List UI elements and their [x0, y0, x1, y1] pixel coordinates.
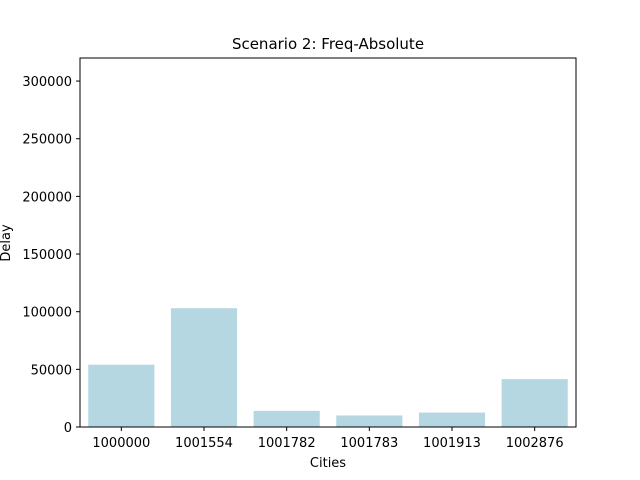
y-tick-label: 300000 [22, 75, 72, 90]
plot-frame [79, 57, 577, 428]
chart-title: Scenario 2: Freq-Absolute [232, 35, 424, 53]
x-tick-label: 1001783 [340, 436, 398, 451]
y-axis-ticks: 0 50000 100000 150000 200000 250000 300000 [22, 75, 80, 436]
x-tick-label: 1001782 [258, 436, 316, 451]
y-tick-label: 100000 [22, 306, 72, 321]
y-axis-label: Delay [0, 224, 14, 262]
bars-group [88, 308, 568, 427]
x-tick-label: 1002876 [506, 436, 564, 451]
y-tick-label: 250000 [22, 133, 72, 148]
y-tick-label: 200000 [22, 190, 72, 205]
bar-1001782 [253, 410, 320, 427]
x-tick-label: 1000000 [92, 436, 150, 451]
x-tick-label: 1001913 [423, 436, 481, 451]
bar-1001913 [418, 412, 486, 427]
x-tick-label: 1001554 [175, 436, 233, 451]
y-tick-label: 150000 [22, 248, 72, 263]
x-axis-label: Cities [310, 456, 346, 471]
bar-1001783 [336, 415, 403, 427]
bar-1000000 [88, 364, 155, 427]
y-tick-label: 0 [64, 421, 72, 436]
y-tick-label: 50000 [31, 363, 72, 378]
bar-1002876 [501, 379, 568, 427]
bar-1001554 [170, 308, 238, 427]
x-axis-ticks: 1000000 1001554 1001782 1001783 1001913 10028… [92, 427, 564, 451]
